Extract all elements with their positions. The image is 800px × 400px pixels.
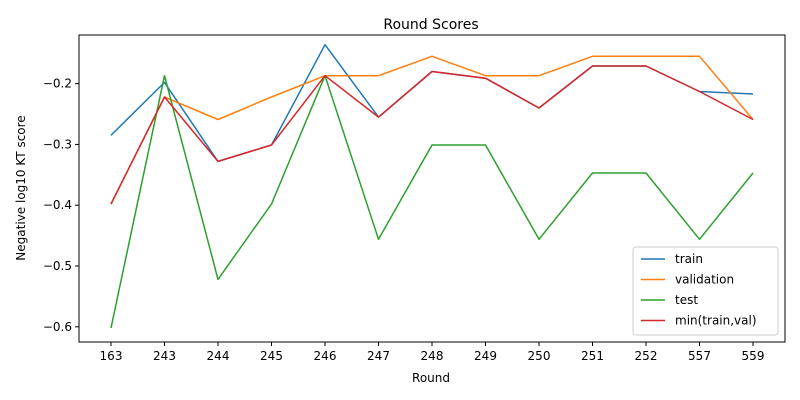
x-tick-label: 244 (207, 349, 230, 363)
x-axis-label: Round (412, 371, 450, 385)
legend: train validation test min(train,val) (632, 246, 779, 336)
y-tick-label: −0.3 (43, 137, 72, 151)
series-layer (110, 43, 754, 329)
x-tick-label: 248 (421, 349, 444, 363)
series-line-min-train-val (110, 65, 754, 205)
y-axis-label: Negative log10 KT score (14, 115, 28, 260)
x-tick-label: 249 (474, 349, 497, 363)
x-tick-label: 251 (581, 349, 604, 363)
legend-label-train: train (675, 252, 703, 266)
legend-box (632, 246, 779, 336)
series-line-test (110, 74, 754, 329)
y-tick-label: −0.2 (43, 77, 72, 91)
y-tick-label: −0.6 (43, 320, 72, 334)
legend-label-validation: validation (675, 273, 734, 287)
x-tick-label: 559 (742, 349, 765, 363)
x-tick-label: 247 (367, 349, 390, 363)
x-tick-label: 557 (688, 349, 711, 363)
y-axis: −0.6 −0.5 −0.4 −0.3 −0.2 (43, 77, 79, 334)
x-tick-label: 252 (635, 349, 658, 363)
legend-label-test: test (675, 293, 698, 307)
x-tick-label: 246 (314, 349, 337, 363)
legend-label-min-train-val: min(train,val) (675, 314, 757, 328)
x-tick-label: 250 (528, 349, 551, 363)
x-tick-label: 163 (100, 349, 123, 363)
y-tick-label: −0.4 (43, 198, 72, 212)
y-tick-label: −0.5 (43, 259, 72, 273)
x-tick-label: 243 (153, 349, 176, 363)
chart-title: Round Scores (383, 17, 478, 33)
x-axis: 163 243 244 245 246 247 248 249 250 251 252 557 559 (100, 342, 765, 363)
series-line-validation (110, 55, 754, 205)
x-tick-label: 245 (260, 349, 283, 363)
